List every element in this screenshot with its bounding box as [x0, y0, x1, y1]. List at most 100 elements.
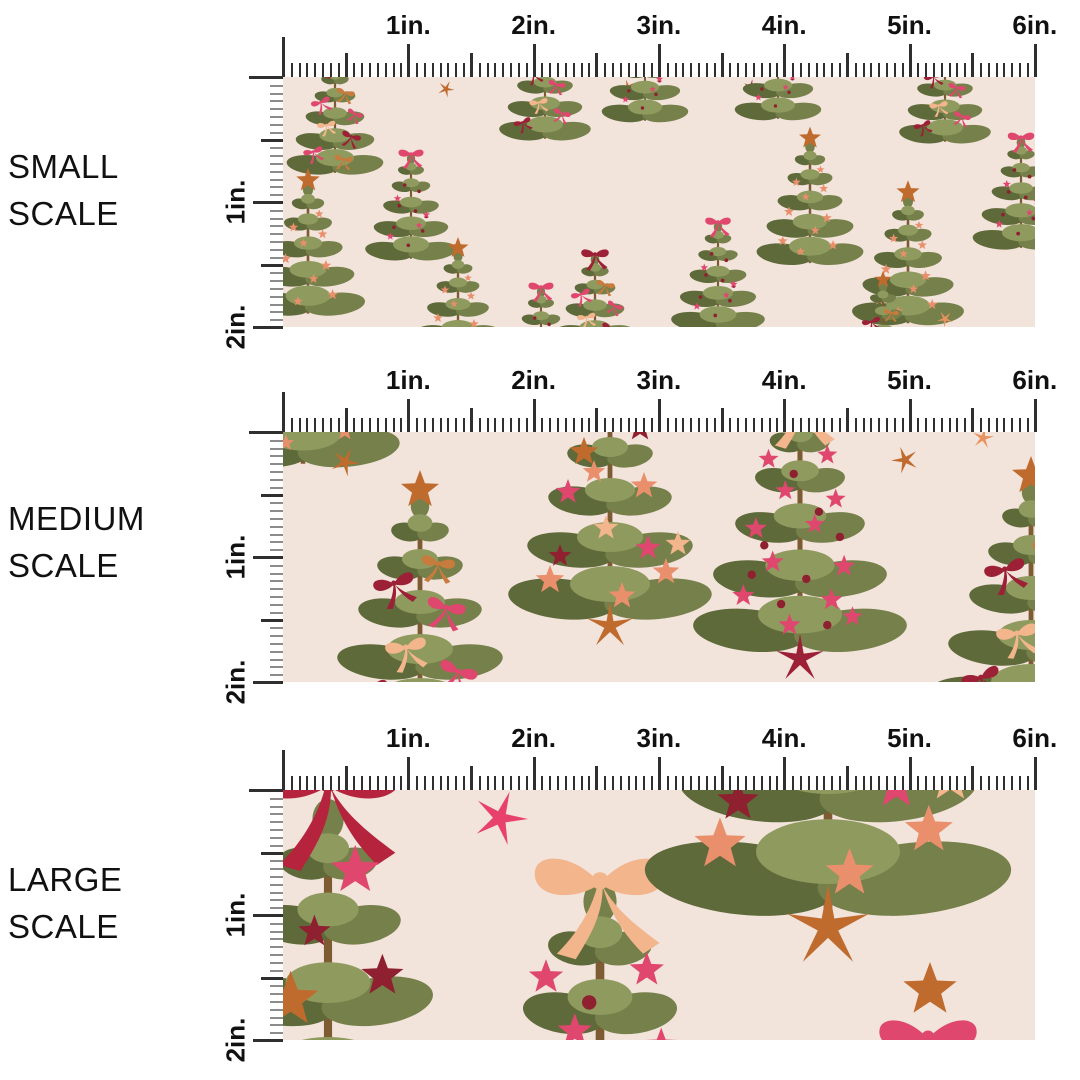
- ruler-tick: [657, 44, 661, 77]
- ruler-inch-label: 2in.: [220, 1017, 251, 1063]
- ruler-tick: [1011, 63, 1014, 77]
- ruler-tick: [423, 418, 426, 432]
- ruler-tick: [752, 418, 755, 432]
- ruler-tick: [337, 63, 340, 77]
- ruler-tick: [737, 776, 740, 790]
- ruler-tick: [249, 789, 283, 792]
- ruler-tick: [611, 63, 614, 77]
- panel-title-line1: LARGE: [8, 861, 123, 898]
- ruler-tick: [971, 766, 975, 790]
- ruler-tick: [447, 776, 450, 790]
- ruler-tick: [588, 418, 591, 432]
- horizontal-ruler-labels: 1in. 2in. 3in. 4in. 5in. 6in.: [283, 365, 1080, 396]
- ruler-tick: [431, 418, 434, 432]
- ruler-tick: [322, 776, 325, 790]
- ruler-tick: [666, 63, 669, 77]
- ruler-tick: [932, 63, 935, 77]
- ruler-tick: [792, 63, 795, 77]
- ruler-tick: [329, 63, 332, 77]
- ruler-tick: [799, 63, 802, 77]
- ruler-tick: [807, 63, 810, 77]
- ruler-tick: [823, 776, 826, 790]
- ruler-tick: [369, 63, 372, 77]
- ruler-tick: [627, 418, 630, 432]
- horizontal-ruler-labels: 1in. 2in. 3in. 4in. 5in. 6in.: [283, 10, 1080, 41]
- ruler-tick: [627, 63, 630, 77]
- ruler-tick: [510, 418, 513, 432]
- ruler-tick: [643, 63, 646, 77]
- ruler-tick: [525, 776, 528, 790]
- ruler-tick: [720, 766, 724, 790]
- ruler-tick: [486, 418, 489, 432]
- ruler-tick: [270, 946, 283, 949]
- ruler-tick: [611, 776, 614, 790]
- ruler-tick: [270, 439, 283, 442]
- ruler-tick: [270, 541, 283, 544]
- ruler-tick: [971, 53, 975, 77]
- ruler-tick: [964, 63, 967, 77]
- ruler-tick: [270, 1024, 283, 1027]
- panel-title-medium: MEDIUM SCALE: [8, 495, 145, 589]
- ruler-tick: [270, 627, 283, 630]
- ruler-tick: [407, 757, 411, 790]
- ruler-tick: [510, 776, 513, 790]
- ruler-tick: [1003, 776, 1006, 790]
- ruler-tick: [463, 63, 466, 77]
- ruler-tick: [1003, 418, 1006, 432]
- ruler-tick: [361, 776, 364, 790]
- ruler-tick: [729, 418, 732, 432]
- ruler-tick: [783, 399, 787, 432]
- ruler-tick: [416, 418, 419, 432]
- ruler-tick: [400, 418, 403, 432]
- ruler-tick: [270, 564, 283, 567]
- ruler-tick: [823, 63, 826, 77]
- vertical-ruler-labels: 1in. 2in.: [212, 432, 262, 705]
- ruler-tick: [595, 766, 599, 790]
- ruler-tick: [369, 418, 372, 432]
- ruler-tick: [940, 418, 943, 432]
- ruler-tick: [720, 53, 724, 77]
- ruler-tick: [956, 63, 959, 77]
- ruler-tick: [815, 418, 818, 432]
- ruler-tick: [361, 63, 364, 77]
- ruler-tick: [384, 776, 387, 790]
- ruler-tick: [901, 418, 904, 432]
- ruler-tick: [270, 84, 283, 87]
- ruler-tick: [564, 418, 567, 432]
- ruler-tick: [270, 510, 283, 513]
- horizontal-ruler: [282, 37, 1039, 77]
- ruler-tick: [270, 993, 283, 996]
- ruler-tick: [705, 418, 708, 432]
- ruler-tick: [901, 63, 904, 77]
- ruler-tick: [917, 63, 920, 77]
- ruler-tick: [353, 418, 356, 432]
- ruler-tick: [270, 311, 283, 314]
- ruler-inch-label: 1in.: [220, 892, 251, 938]
- ruler-tick: [643, 418, 646, 432]
- ruler-tick: [270, 985, 283, 988]
- ruler-tick: [564, 63, 567, 77]
- ruler-tick: [270, 92, 283, 95]
- ruler-tick: [752, 776, 755, 790]
- ruler-tick: [845, 766, 849, 790]
- ruler-tick: [917, 776, 920, 790]
- ruler-tick: [666, 776, 669, 790]
- ruler-tick: [948, 418, 951, 432]
- ruler-tick: [270, 650, 283, 653]
- ruler-tick: [329, 418, 332, 432]
- ruler-tick: [376, 776, 379, 790]
- ruler-inch-label: 3in.: [636, 365, 682, 395]
- ruler-tick: [839, 63, 842, 77]
- ruler-tick: [290, 776, 293, 790]
- ruler-tick: [431, 63, 434, 77]
- ruler-inch-label: 2in.: [511, 365, 556, 395]
- ruler-tick: [682, 63, 685, 77]
- ruler-tick: [1019, 63, 1022, 77]
- ruler-tick: [1011, 418, 1014, 432]
- ruler-tick: [439, 63, 442, 77]
- ruler-tick: [901, 776, 904, 790]
- ruler-tick: [369, 776, 372, 790]
- ruler-tick: [1033, 399, 1037, 432]
- ruler-tick: [306, 776, 309, 790]
- ruler-tick: [270, 961, 283, 964]
